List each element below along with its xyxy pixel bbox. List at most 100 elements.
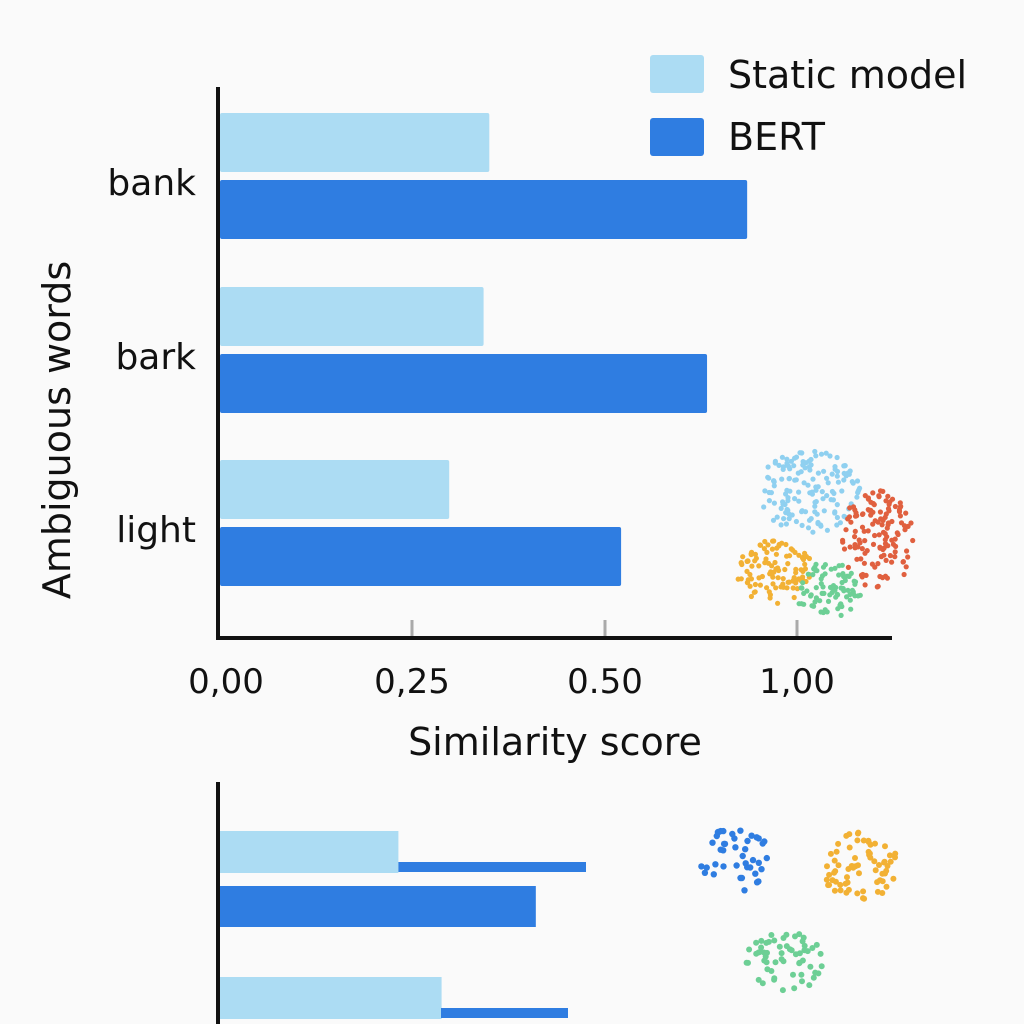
cluster-point-green xyxy=(755,976,762,983)
cluster-point-orange xyxy=(803,553,810,560)
cluster-point-green xyxy=(759,980,766,987)
cluster-point-orange xyxy=(769,571,775,577)
cluster-point-blue xyxy=(733,862,740,869)
cluster-point-green xyxy=(783,931,790,938)
cluster-point-red xyxy=(872,532,878,539)
cluster-point-orange xyxy=(877,877,883,884)
cluster-point-light-blue xyxy=(787,466,793,472)
cluster-point-orange xyxy=(837,881,844,888)
cluster-point-orange xyxy=(854,890,861,897)
cluster-point-red xyxy=(872,564,878,570)
bar-light-static-model xyxy=(220,460,450,519)
cluster-point-red xyxy=(879,522,885,528)
cluster-point-orange xyxy=(886,852,893,859)
cluster-point-red xyxy=(903,564,909,570)
cluster-point-blue xyxy=(752,870,759,877)
cluster-point-green xyxy=(820,584,826,590)
cluster-point-blue xyxy=(717,827,724,835)
bottom-bar-thin-1 xyxy=(398,862,586,872)
cluster-point-blue xyxy=(744,837,751,845)
cluster-point-light-blue xyxy=(834,514,841,521)
cluster-point-orange xyxy=(751,589,757,595)
cluster-point-red xyxy=(843,527,849,533)
bottom-bar-thin-2 xyxy=(441,1008,568,1018)
cluster-point-light-blue xyxy=(774,514,780,520)
cluster-point-green xyxy=(788,947,795,954)
cluster-point-light-blue xyxy=(786,475,793,482)
bar-bark-static-model xyxy=(220,287,484,346)
cluster-point-red xyxy=(902,527,908,533)
cluster-point-orange xyxy=(773,551,780,557)
category-label-bark: bark xyxy=(115,337,196,378)
top-chart: 0,00 0,25 0.50 1,00 bank bark light Similarit… xyxy=(35,53,967,764)
cluster-point-light-blue xyxy=(786,516,792,522)
cluster-point-orange xyxy=(802,561,808,567)
cluster-point-green xyxy=(792,933,798,940)
cluster-point-orange xyxy=(765,542,771,548)
cluster-point-red xyxy=(885,493,891,499)
cluster-point-red xyxy=(903,510,909,516)
cluster-point-green xyxy=(808,592,814,598)
cluster-point-light-blue xyxy=(815,470,822,476)
cluster-point-orange xyxy=(871,858,878,865)
cluster-point-green xyxy=(792,951,799,958)
cluster-point-green xyxy=(836,572,842,578)
cluster-point-light-blue xyxy=(761,504,767,510)
cluster-point-orange xyxy=(757,582,764,588)
cluster-point-blue xyxy=(732,844,739,851)
cluster-point-red xyxy=(892,503,899,510)
cluster-point-orange xyxy=(796,576,802,582)
cluster-point-green xyxy=(778,950,785,957)
cluster-point-red xyxy=(840,539,846,545)
cluster-point-orange xyxy=(824,863,830,870)
cluster-point-red xyxy=(882,573,889,579)
cluster-point-light-blue xyxy=(857,485,863,491)
cluster-point-red xyxy=(870,490,876,496)
cluster-point-light-blue xyxy=(810,529,816,535)
cluster-point-red xyxy=(880,529,887,535)
cluster-point-light-blue xyxy=(765,464,771,470)
cluster-point-light-blue xyxy=(812,448,818,455)
cluster-point-green xyxy=(771,937,778,944)
cluster-point-red xyxy=(852,528,858,535)
x-tick-label: 0,25 xyxy=(374,662,450,702)
cluster-point-green xyxy=(812,599,818,605)
cluster-point-orange xyxy=(780,584,787,590)
cluster-point-orange xyxy=(788,546,794,552)
cluster-point-light-blue xyxy=(841,463,847,469)
cluster-point-light-blue xyxy=(841,470,847,476)
cluster-point-light-blue xyxy=(802,509,809,515)
cluster-point-light-blue xyxy=(832,509,838,515)
cluster-point-blue xyxy=(741,887,748,894)
cluster-point-red xyxy=(887,499,893,505)
cluster-point-orange xyxy=(770,538,776,544)
cluster-point-light-blue xyxy=(771,479,777,485)
cluster-point-orange xyxy=(761,546,768,552)
cluster-point-light-blue xyxy=(778,522,784,528)
cluster-point-green xyxy=(745,959,751,966)
cluster-point-red xyxy=(910,537,916,544)
cluster-point-orange xyxy=(856,870,862,877)
cluster-point-green xyxy=(810,572,816,578)
cluster-point-green xyxy=(813,585,819,591)
cluster-point-blue xyxy=(710,871,717,878)
cluster-point-orange xyxy=(769,546,776,552)
cluster-point-green xyxy=(763,939,770,946)
cluster-point-green xyxy=(801,590,807,597)
cluster-point-orange xyxy=(776,567,782,574)
cluster-point-blue xyxy=(701,869,709,876)
cluster-point-green xyxy=(801,947,808,954)
cluster-point-light-blue xyxy=(845,470,851,476)
cluster-point-red xyxy=(845,564,852,571)
cluster-point-light-blue xyxy=(821,468,827,474)
cluster-point-light-blue xyxy=(812,499,818,505)
cluster-point-light-blue xyxy=(781,516,787,522)
cluster-point-red xyxy=(874,584,880,590)
cluster-point-light-blue xyxy=(815,521,821,527)
cluster-point-light-blue xyxy=(786,511,792,517)
cluster-point-light-blue xyxy=(806,517,813,523)
cluster-point-red xyxy=(864,548,870,554)
cluster-point-green xyxy=(807,963,814,970)
cluster-point-orange xyxy=(879,890,886,896)
